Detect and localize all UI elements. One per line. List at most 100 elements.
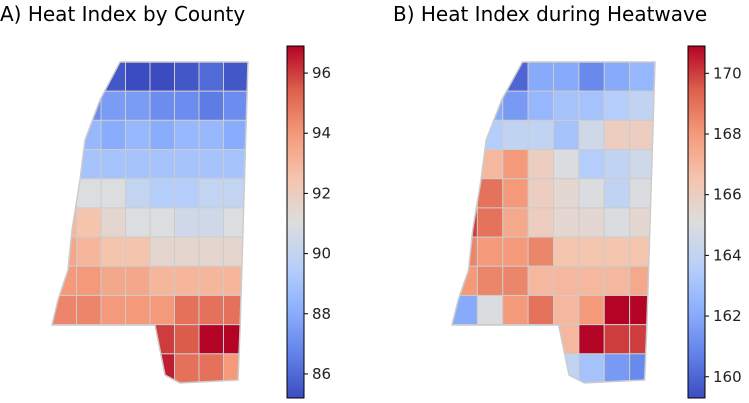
county (52, 149, 77, 180)
county (198, 265, 224, 296)
county (476, 62, 504, 92)
county (52, 90, 77, 121)
county (149, 62, 175, 92)
county (603, 90, 631, 121)
colorbar-gradient (687, 45, 706, 399)
county (76, 236, 102, 267)
county (629, 236, 655, 267)
county (629, 294, 655, 326)
state-outline (451, 61, 656, 384)
county (527, 236, 554, 267)
county (476, 294, 504, 326)
county (502, 149, 529, 180)
county (603, 324, 631, 355)
county (149, 90, 175, 121)
county (476, 236, 504, 267)
county (502, 62, 529, 92)
county (52, 62, 77, 92)
state-outline (51, 61, 249, 384)
county (223, 294, 248, 326)
county (603, 119, 631, 151)
county (553, 265, 580, 296)
county (125, 62, 151, 92)
colorbar-tick-label: 92 (312, 184, 331, 202)
county (527, 294, 554, 326)
county (578, 62, 605, 92)
county (100, 353, 126, 383)
county (100, 207, 126, 238)
county (100, 62, 126, 92)
county (578, 265, 605, 296)
county (198, 324, 224, 355)
county (125, 119, 151, 151)
county (100, 149, 126, 180)
county (502, 178, 529, 209)
county (603, 236, 631, 267)
county (603, 353, 631, 383)
county (452, 324, 478, 355)
county (452, 62, 478, 92)
county (223, 207, 248, 238)
county (553, 207, 580, 238)
county (476, 178, 504, 209)
county (52, 353, 77, 383)
county (527, 178, 554, 209)
county (527, 149, 554, 180)
county (452, 236, 478, 267)
county (223, 236, 248, 267)
county (100, 178, 126, 209)
county (502, 353, 529, 383)
county (76, 119, 102, 151)
county (553, 62, 580, 92)
county (629, 119, 655, 151)
county (452, 178, 478, 209)
county (76, 62, 102, 92)
county (125, 236, 151, 267)
county (553, 178, 580, 209)
colorbar-tick-label: 90 (312, 245, 331, 263)
county (76, 265, 102, 296)
county (553, 236, 580, 267)
colorbar-tick-label: 88 (312, 305, 331, 323)
county (125, 353, 151, 383)
county (149, 265, 175, 296)
county (198, 119, 224, 151)
panel-a-title: A) Heat Index by County (0, 2, 246, 26)
county (52, 178, 77, 209)
county (174, 324, 200, 355)
county (578, 149, 605, 180)
county (52, 324, 77, 355)
county (578, 324, 605, 355)
county (125, 294, 151, 326)
county (603, 294, 631, 326)
county (223, 353, 248, 383)
county (174, 178, 200, 209)
county (198, 294, 224, 326)
county (629, 324, 655, 355)
county (125, 207, 151, 238)
county (149, 294, 175, 326)
county (125, 178, 151, 209)
county (149, 119, 175, 151)
county (149, 149, 175, 180)
county (502, 90, 529, 121)
colorbar-tick-label: 168 (713, 125, 742, 143)
county (174, 90, 200, 121)
county (553, 119, 580, 151)
county (198, 207, 224, 238)
county (198, 178, 224, 209)
county (578, 294, 605, 326)
colorbar-tick-label: 166 (713, 186, 742, 204)
county (76, 353, 102, 383)
county (174, 207, 200, 238)
county (149, 324, 175, 355)
county (452, 90, 478, 121)
county (629, 62, 655, 92)
county (174, 236, 200, 267)
county (578, 236, 605, 267)
colorbar-tick-label: 170 (713, 64, 742, 82)
county (527, 119, 554, 151)
county (198, 149, 224, 180)
county (502, 324, 529, 355)
